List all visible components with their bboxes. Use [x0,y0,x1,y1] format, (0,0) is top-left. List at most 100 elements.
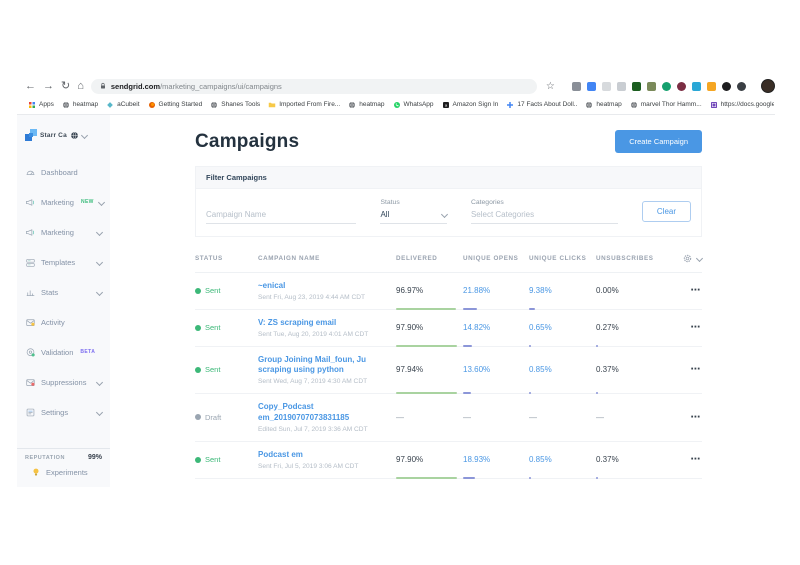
column-settings-button[interactable] [661,253,704,264]
back-icon[interactable]: ← [25,79,36,92]
clicks-bar [529,307,535,310]
sidebar-item-label: Marketing [41,197,74,207]
table-row: Sent Group Joining Mail_foun, Ju scrapin… [195,347,702,395]
extension-icon[interactable] [616,81,626,91]
bookmark-item[interactable]: Getting Started [148,101,202,109]
bookmark-item[interactable]: 17 Facts About Doll.. [506,101,577,109]
bookmark-item[interactable]: heatmap [62,101,98,109]
chevron-down-icon [95,258,104,266]
bookmark-item[interactable]: a Amazon Sign In [442,101,498,109]
opens-bar [463,344,473,347]
status-dot [195,456,201,463]
extension-icon[interactable] [601,81,611,91]
sidebar-item-label: Suppressions [41,377,87,387]
row-menu-button[interactable]: ⋯ [690,454,702,466]
extension-icon[interactable] [571,81,581,91]
unique-clicks-value: — [529,412,537,422]
sidebar-item[interactable]: Stats [17,277,110,307]
campaign-link[interactable]: Group Joining Mail_foun, Ju scraping usi… [258,354,366,375]
campaign-timestamp: Sent Tue, Aug 20, 2019 4:01 AM CDT [258,330,369,338]
forward-icon[interactable]: → [43,79,54,92]
campaign-link[interactable]: V: ZS scraping email [258,317,337,327]
sidebar-item-label: Validation [41,347,74,357]
extension-icon[interactable] [631,81,641,91]
sidebar-item[interactable]: Validation BETA [17,337,110,367]
extension-icon[interactable] [676,81,686,91]
bookmark-star-icon[interactable]: ☆ [545,80,555,92]
profile-avatar[interactable] [760,79,775,93]
create-campaign-button[interactable]: Create Campaign [615,130,702,153]
bookmark-favicon [348,101,356,109]
table-row: Draft Copy_Podcast em_20190707073831185 … [195,394,702,442]
home-icon[interactable]: ⌂ [77,79,84,92]
status-dot [195,414,201,421]
sidebar-item-label: Dashboard [41,167,78,177]
categories-placeholder: Select Categories [470,210,535,219]
campaign-link[interactable]: Podcast em [258,449,303,459]
extension-icon[interactable] [706,81,716,91]
delivered-bar [396,476,457,479]
extension-icon[interactable] [736,81,746,91]
reputation-section: REPUTATION 99% [17,448,110,463]
extension-icon[interactable] [646,81,656,91]
bookmark-favicon [210,101,218,109]
gear-icon [682,253,693,264]
campaign-link[interactable]: Copy_Podcast em_20190707073831185 [258,402,350,422]
header-delivered: DELIVERED [396,255,438,262]
sidebar-item[interactable]: Dashboard [17,157,110,187]
categories-select[interactable]: Categories Select Categories [470,199,618,224]
status-cell: Sent [195,286,258,295]
extension-icon[interactable] [721,81,731,91]
page-title: Campaigns [195,130,300,152]
row-menu-button[interactable]: ⋯ [690,322,702,334]
unsubscribes-value: 0.00% [596,286,619,296]
bookmark-label: 17 Facts About Doll.. [517,101,578,108]
row-menu-button[interactable]: ⋯ [690,364,702,376]
bookmark-item[interactable]: heatmap [348,101,385,109]
bookmark-item[interactable]: Shanes Tools [210,101,260,109]
bookmark-item[interactable]: Apps [28,101,54,109]
filter-heading: Filter Campaigns [196,167,701,188]
sidebar-item[interactable]: Marketing [17,217,110,247]
lightbulb-icon [31,467,41,477]
extension-icon[interactable] [691,81,701,91]
campaign-name-field[interactable]: Campaign Name [206,210,357,224]
sidebar-item[interactable]: Templates [17,247,110,277]
bookmark-favicon [506,101,514,109]
bookmark-item[interactable]: Imported From Fire... [268,101,340,109]
campaign-link[interactable]: ~enical [258,281,286,290]
campaign-name-placeholder: Campaign Name [206,210,267,219]
address-bar[interactable]: sendgrid.com/marketing_campaigns/ui/camp… [90,78,537,94]
unique-clicks-value: 9.38% [529,286,552,296]
row-menu-button[interactable]: ⋯ [690,285,702,297]
sidebar-item[interactable]: Activity [17,307,110,337]
campaign-timestamp: Sent Fri, Jul 5, 2019 3:06 AM CDT [258,462,359,470]
campaign-cell: ~enical Sent Fri, Aug 23, 2019 4:44 AM C… [258,281,396,301]
sidebar-item-experiments[interactable]: Experiments [17,463,110,487]
bookmarks-bar: Apps heatmap aCubeit Getting Started Sha… [28,97,774,112]
sidebar-item[interactable]: Marketing NEW [17,187,110,217]
reload-icon[interactable]: ↻ [61,79,71,92]
chevron-down-icon [695,254,704,263]
bookmark-item[interactable]: marvel Thor Hamm... [630,101,702,109]
status-select[interactable]: Status All [380,199,448,224]
status-cell: Sent [195,323,258,332]
status-dot [195,324,201,331]
account-switcher[interactable]: Starr Ca [17,115,110,141]
extension-icon[interactable] [661,81,671,91]
extension-icon[interactable] [586,81,596,91]
bookmark-item[interactable]: aCubeit [106,101,140,109]
opens-bar [463,307,477,310]
status-dot [195,366,201,373]
sidebar-item[interactable]: Suppressions [17,367,110,397]
sidebar-item-icon [25,377,36,388]
sidebar-item[interactable]: Settings [17,397,110,427]
account-name: Starr Ca [40,131,67,139]
row-menu-button[interactable]: ⋯ [690,411,702,423]
clicks-bar [529,344,531,347]
bookmark-item[interactable]: heatmap [585,101,622,109]
bookmark-item[interactable]: https://docs.google... [710,101,774,109]
table-header-row: STATUS CAMPAIGN NAME DELIVERED UNIQUE OP… [195,253,704,273]
clear-button[interactable]: Clear [641,201,692,222]
bookmark-item[interactable]: WhatsApp [393,101,434,109]
